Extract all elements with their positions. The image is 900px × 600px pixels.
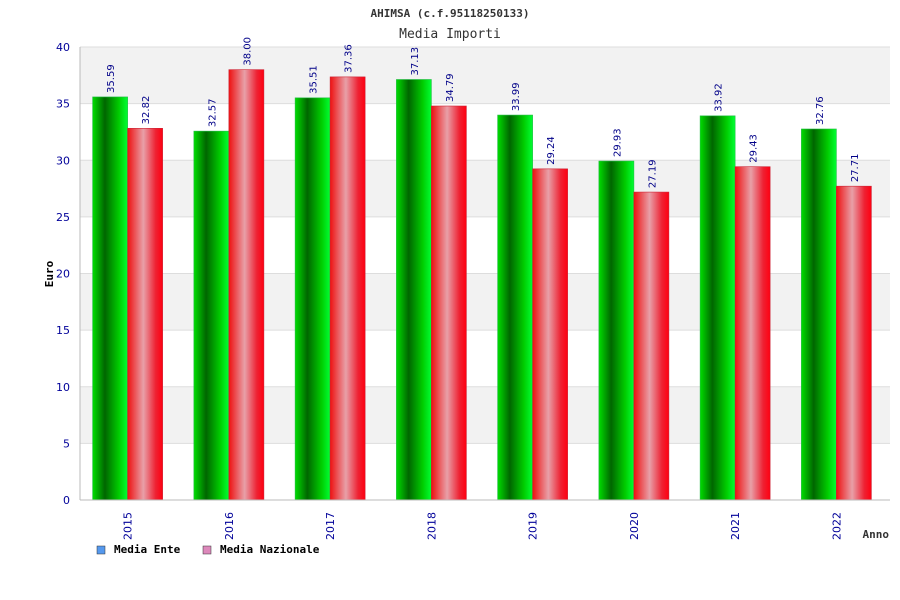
bar-media-ente-2021[interactable] [699, 115, 736, 501]
y-tick-label: 35 [56, 98, 70, 111]
bar-value-label: 32.82 [141, 96, 152, 125]
legend-item-media-nazionale[interactable]: Media Nazionale [202, 543, 320, 556]
bar-media-nazionale-2022[interactable] [836, 185, 872, 501]
x-tick-label: 2022 [830, 512, 843, 540]
bar-media-ente-2022[interactable] [801, 128, 837, 501]
bar-value-label: 29.43 [749, 134, 760, 163]
y-tick-label: 25 [56, 211, 70, 224]
legend-swatch-media-ente [96, 545, 106, 555]
bar-value-label: 38.00 [242, 37, 253, 66]
y-tick-label: 40 [56, 41, 70, 54]
bar-media-ente-2015[interactable] [92, 96, 128, 501]
bar-media-ente-2019[interactable] [497, 114, 533, 501]
bar-value-label: 37.36 [344, 44, 355, 73]
bar-media-nazionale-2019[interactable] [532, 168, 568, 501]
legend: Media Ente Media Nazionale [96, 543, 320, 556]
plot-band [80, 47, 890, 104]
legend-label-media-ente: Media Ente [114, 543, 181, 556]
bars [92, 69, 872, 501]
bar-value-label: 32.57 [207, 99, 218, 128]
legend-swatch-media-nazionale [202, 545, 212, 555]
x-axis-label: Anno [863, 528, 890, 541]
bar-media-nazionale-2020[interactable] [633, 191, 670, 501]
y-tick-label: 0 [63, 494, 70, 507]
bar-value-label: 33.99 [511, 82, 522, 111]
x-tick-label: 2015 [122, 512, 135, 540]
bar-media-nazionale-2021[interactable] [734, 166, 771, 501]
bar-value-label: 37.13 [410, 47, 421, 76]
bar-value-label: 32.76 [815, 96, 826, 125]
y-axis-label: Euro [43, 260, 56, 287]
bar-value-label: 33.92 [714, 83, 725, 112]
bar-media-ente-2017[interactable] [294, 97, 331, 501]
bar-value-label: 34.79 [445, 73, 456, 102]
bar-value-label: 35.59 [106, 64, 117, 93]
bar-value-labels: 35.59 32.82 32.57 38.00 35.51 37.36 37.13 34.79… [106, 37, 861, 188]
y-axis-ticks: 0 5 10 15 20 25 30 35 40 [56, 41, 70, 507]
bar-value-label: 29.93 [612, 128, 623, 157]
bar-value-label: 29.24 [546, 136, 557, 165]
x-tick-label: 2021 [729, 512, 742, 540]
bar-media-nazionale-2015[interactable] [127, 128, 163, 501]
bar-value-label: 27.71 [850, 154, 861, 183]
bar-media-ente-2016[interactable] [193, 130, 230, 501]
x-axis-ticks: 2015 2016 2017 2018 2019 2020 2021 2022 [122, 512, 844, 540]
bar-media-nazionale-2017[interactable] [329, 76, 366, 501]
chart-subtitle: Media Importi [399, 27, 501, 42]
bar-value-label: 27.19 [647, 159, 658, 188]
x-tick-label: 2018 [425, 512, 438, 540]
legend-label-media-nazionale: Media Nazionale [220, 543, 320, 556]
bar-value-label: 35.51 [309, 65, 320, 94]
legend-item-media-ente[interactable]: Media Ente [96, 543, 181, 556]
x-tick-label: 2017 [324, 512, 337, 540]
chart-title: AHIMSA (c.f.95118250133) [371, 7, 530, 20]
x-tick-label: 2016 [223, 512, 236, 540]
y-tick-label: 5 [63, 437, 70, 450]
y-tick-label: 10 [56, 381, 70, 394]
bar-media-nazionale-2016[interactable] [228, 69, 265, 501]
bar-media-ente-2018[interactable] [396, 79, 432, 501]
y-tick-label: 20 [56, 268, 70, 281]
bar-media-nazionale-2018[interactable] [431, 105, 467, 501]
y-tick-label: 15 [56, 324, 70, 337]
y-tick-label: 30 [56, 154, 70, 167]
x-tick-label: 2020 [628, 512, 641, 540]
bar-media-ente-2020[interactable] [598, 160, 635, 501]
x-tick-label: 2019 [527, 512, 540, 540]
